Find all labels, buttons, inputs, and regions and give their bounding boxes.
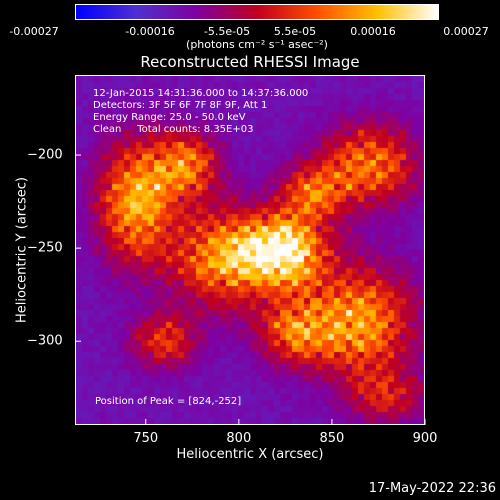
- colorbar: [75, 4, 439, 20]
- x-axis-label: Heliocentric X (arcsec): [176, 447, 324, 462]
- heatmap-image: [76, 76, 424, 424]
- info-energy: Energy Range: 25.0 - 50.0 keV: [93, 112, 246, 123]
- info-method: Clean Total counts: 8.35E+03: [93, 124, 254, 135]
- peak-position: Position of Peak = [824,-252]: [95, 396, 242, 407]
- info-detectors: Detectors: 3F 5F 6F 7F 8F 9F, Att 1: [93, 100, 268, 111]
- colorbar-tick-label: 5.5e-05: [273, 25, 317, 38]
- colorbar-tick-label: -5.5e-05: [203, 25, 251, 38]
- chart-title: Reconstructed RHESSI Image: [140, 53, 360, 71]
- info-time-range: 12-Jan-2015 14:31:36.000 to 14:37:36.000: [93, 88, 309, 99]
- x-tick-label: 900: [412, 431, 438, 446]
- heatmap-plot: [75, 75, 425, 425]
- colorbar-tick-label: -0.00027: [9, 25, 59, 38]
- x-tick-label: 800: [226, 431, 252, 446]
- y-tick-label: −200: [27, 147, 63, 163]
- timestamp: 17-May-2022 22:36: [368, 481, 496, 496]
- colorbar-tick-label: 0.00027: [443, 25, 489, 38]
- x-tick-label: 850: [319, 431, 345, 446]
- y-tick-label: −250: [27, 240, 63, 256]
- colorbar-tick-label: -0.00016: [125, 25, 175, 38]
- y-axis-label: Heliocentric Y (arcsec): [14, 177, 30, 323]
- colorbar-unit: (photons cm⁻² s⁻¹ asec⁻²): [186, 38, 328, 51]
- colorbar-tick-label: 0.00016: [350, 25, 396, 38]
- x-tick-label: 750: [133, 431, 159, 446]
- y-tick-label: −300: [27, 333, 63, 349]
